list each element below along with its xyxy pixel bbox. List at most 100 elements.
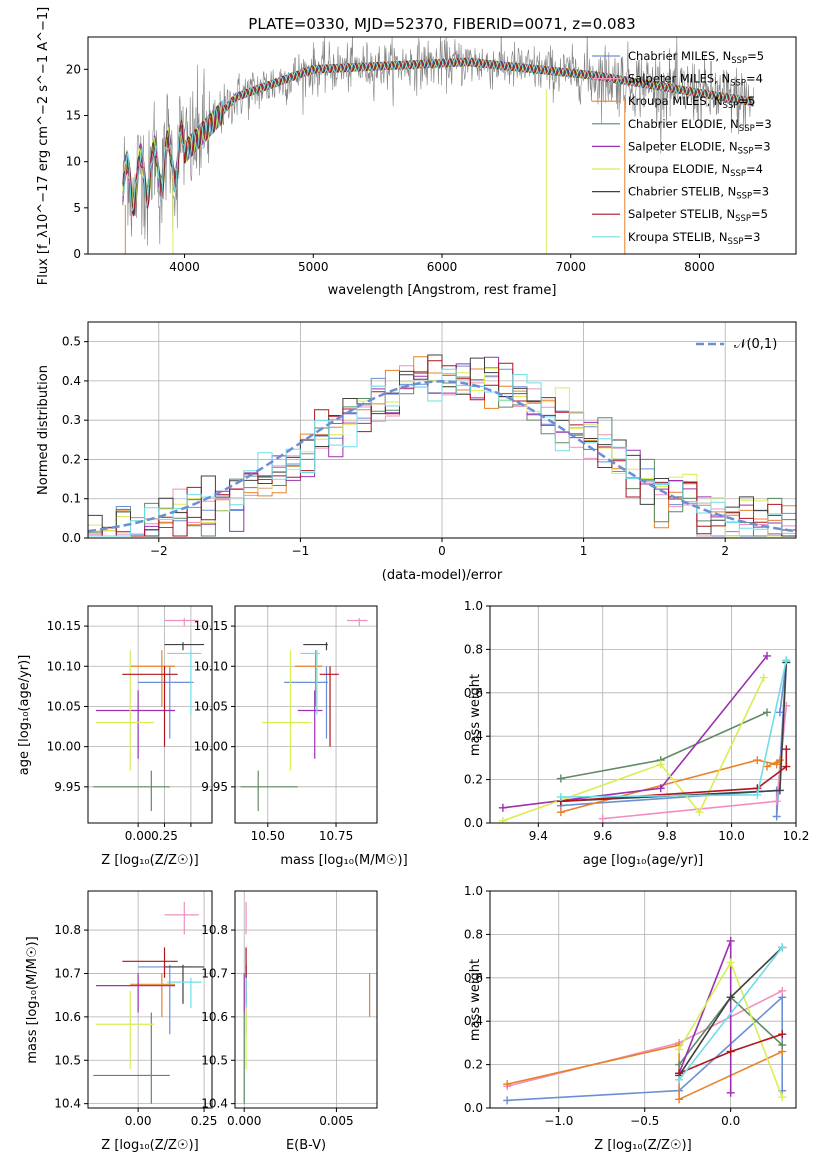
axes-frame [234,890,378,1109]
x-tick-label: 0.000 [227,1114,261,1128]
axes-spectrum [84,36,797,258]
axes-age_vs_Z [84,605,213,827]
mass-weight-point [778,1093,787,1102]
residual-xlabel: (data-model)/error [382,568,503,583]
mass-weight-point [782,745,791,754]
x-tick-label: 9.4 [529,829,548,843]
histogram-series [88,368,796,537]
mass-weight-point [763,651,772,660]
y-tick-label: 0.0 [62,531,81,545]
y-tick-label: 0.5 [62,335,81,349]
y-tick-label: 10.7 [54,966,81,980]
axes-frame [87,36,797,255]
x-tick-label: 10.75 [319,829,353,843]
axes-mass_vs_ebv [231,890,378,1112]
x-tick-label: −1.0 [544,1114,573,1128]
axes-mass_vs_Z [84,890,213,1112]
x-tick-label: −2 [150,544,168,558]
y-tick-label: 10.5 [201,1053,228,1067]
axes-frame [489,890,797,1109]
y-tick-label: 10.00 [194,740,228,754]
x-tick-label: 6000 [427,260,458,274]
mass-weight-line [560,749,788,803]
xlabel: mass [log₁₀(M/M☉)] [280,853,407,868]
mass-weight-point [726,993,735,1002]
mass-weight-point [726,1088,735,1097]
y-tick-label: 0.8 [464,642,483,656]
y-tick-label: 0.2 [464,1058,483,1072]
y-tick-label: 10.8 [201,923,228,937]
spectrum-ylabel: Flux [f_λ10^−17 erg cm^−2 s^−1 A^−1] [36,7,51,285]
xlabel: Z [log₁₀(Z/Z☉)] [594,1138,691,1153]
mass-weight-point [556,808,565,817]
y-tick-label: 10.4 [54,1097,81,1111]
y-tick-label: 20 [66,62,81,76]
mass-weight-point [775,756,784,765]
x-tick-label: 0.0 [721,1114,740,1128]
mass-weight-point [782,656,791,665]
mass-weight-point [498,816,507,823]
mass-weight-line [602,705,788,820]
x-tick-label: 0.25 [151,829,178,843]
mass-weight-point [772,760,781,769]
y-tick-label: 0.6 [464,971,483,985]
ylabel: mass weight [468,959,483,1041]
y-tick-label: 5 [73,201,81,215]
mass-weight-line [502,677,765,822]
x-tick-label: −1 [292,544,310,558]
xlabel: age [log₁₀(age/yr)] [583,853,704,868]
xlabel: E(B-V) [286,1138,326,1153]
x-tick-label: 4000 [169,260,200,274]
legend-entry: 𝒩(0,1) [734,337,777,352]
legend-entry: Kroupa ELODIE, NSSP=4 [628,162,763,179]
legend-entry: Salpeter STELIB, NSSP=5 [628,207,768,224]
mass-weight-point [675,1045,684,1054]
mass-weight-point [598,814,607,823]
plot-area [122,37,754,254]
legend-entry: Kroupa STELIB, NSSP=3 [628,230,760,247]
mass-weight-point [556,792,565,801]
mass-weight-point [775,708,784,717]
mass-weight-point [656,760,665,769]
mass-weight-line [560,660,788,798]
axes-massweight_vs_Z [486,890,797,1112]
mass-weight-point [778,1030,787,1039]
y-tick-label: 10.10 [47,659,81,673]
spectrum-xlabel: wavelength [Angstrom, rest frame] [328,283,557,298]
xlabel: Z [log₁₀(Z/Z☉)] [101,1138,198,1153]
y-tick-label: 0 [73,247,81,261]
x-tick-label: 0.005 [319,1114,353,1128]
mass-weight-point [763,762,772,771]
y-tick-label: 10.05 [194,699,228,713]
y-tick-label: 9.95 [54,780,81,794]
mass-weight-point [503,1080,512,1089]
mass-weight-point [778,943,787,952]
mass-weight-point [498,803,507,812]
mass-weight-point [556,774,565,783]
x-tick-label: 9.6 [593,829,612,843]
axes-frame [87,605,213,824]
axes-age_vs_mass [231,605,378,827]
y-tick-label: 0.2 [62,452,81,466]
x-tick-label: 10.50 [251,829,285,843]
mass-weight-point [772,797,781,806]
mass-weight-line [678,946,783,1081]
plot-area [88,322,796,538]
plot-area [490,606,796,823]
x-tick-label: 5000 [298,260,329,274]
x-tick-label: 8000 [684,260,715,274]
plot-area [235,891,377,1108]
x-tick-label: 1 [580,544,588,558]
legend-entry: Chabrier STELIB, NSSP=3 [628,185,769,202]
y-tick-label: 0.4 [464,1014,483,1028]
y-tick-label: 0.0 [464,1101,483,1115]
xlabel: Z [log₁₀(Z/Z☉)] [101,853,198,868]
y-tick-label: 0.8 [464,927,483,941]
x-tick-label: 0.00 [125,829,152,843]
mass-weight-point [726,1047,735,1056]
y-tick-label: 10.6 [201,1010,228,1024]
y-tick-label: 10.6 [54,1010,81,1024]
spectrum-title: PLATE=0330, MJD=52370, FIBERID=0071, z=0… [248,15,635,33]
mass-weight-point [695,808,704,817]
